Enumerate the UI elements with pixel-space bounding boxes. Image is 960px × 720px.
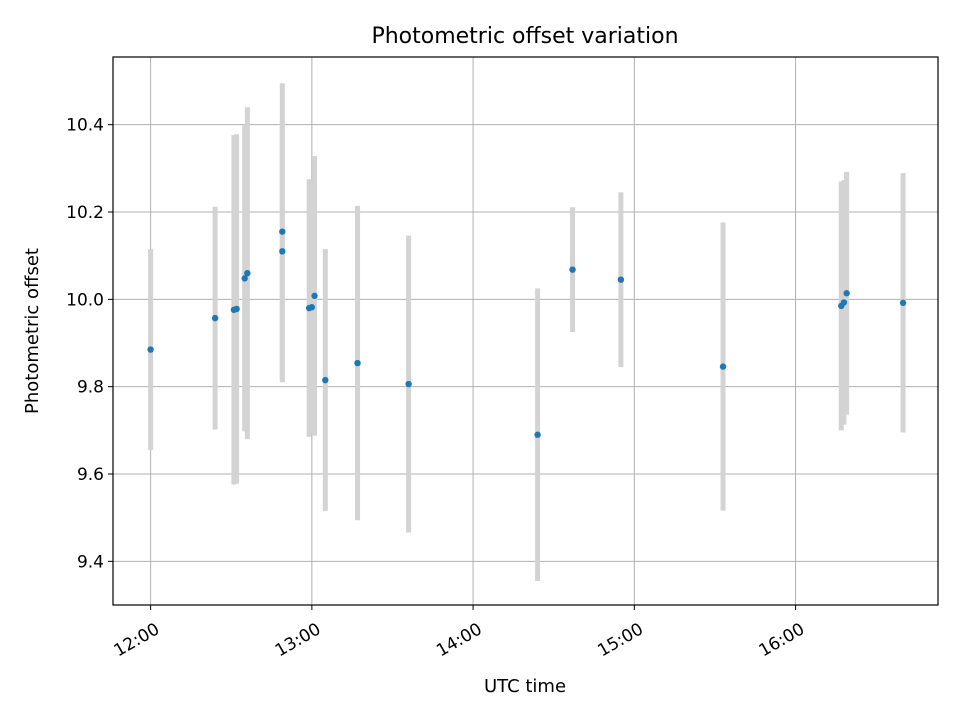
y-axis-label: Photometric offset	[22, 248, 43, 414]
data-point	[534, 431, 541, 438]
y-tick-label: 9.4	[77, 552, 104, 572]
y-tick-label: 10.4	[66, 116, 104, 136]
y-tick-label: 9.6	[77, 465, 104, 485]
y-tick-label: 10.0	[66, 290, 104, 310]
data-point	[840, 299, 848, 306]
data-point	[569, 266, 576, 273]
data-points	[147, 228, 907, 438]
grid	[113, 57, 938, 605]
chart-title: Photometric offset variation	[371, 24, 678, 49]
data-point	[899, 299, 907, 307]
data-point	[405, 380, 412, 388]
data-point	[211, 314, 219, 322]
x-axis-label: UTC time	[484, 676, 566, 697]
data-point	[843, 290, 850, 297]
data-point	[244, 269, 251, 277]
data-point	[719, 363, 727, 370]
data-point	[308, 304, 316, 311]
data-point	[311, 292, 318, 300]
data-point	[279, 248, 286, 255]
y-tick-label: 9.8	[77, 378, 104, 398]
data-point	[354, 359, 361, 367]
y-tick-label: 10.2	[66, 203, 104, 223]
plot-frame	[112, 56, 939, 606]
y-axis: 9.4 9.6 9.8 10.0 10.2 10.4	[66, 116, 113, 572]
data-point	[617, 276, 625, 283]
data-point	[233, 305, 240, 313]
data-point	[279, 228, 286, 235]
data-point	[241, 275, 248, 282]
data-point	[322, 376, 329, 384]
data-point	[147, 346, 154, 353]
